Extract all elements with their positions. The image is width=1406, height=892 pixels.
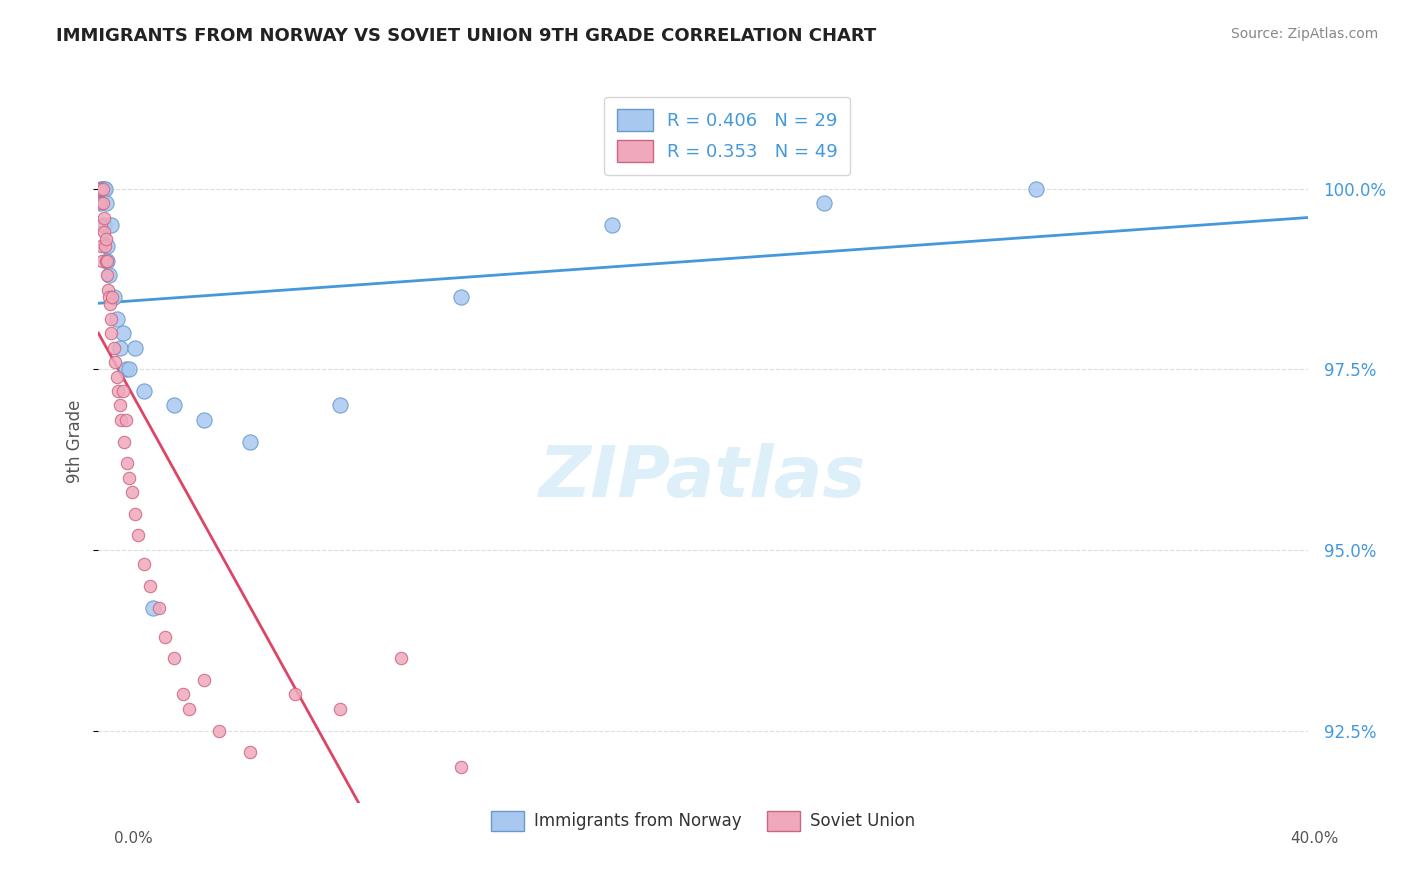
Point [110, 413, 132, 427]
Text: Source: ZipAtlas.com: Source: ZipAtlas.com [1230, 27, 1378, 41]
Point [97, 283, 120, 297]
Point [239, 434, 262, 449]
Point [90, 182, 112, 196]
Point [101, 290, 124, 304]
Point [89, 196, 111, 211]
Point [193, 413, 215, 427]
Point [193, 673, 215, 687]
Point [153, 630, 176, 644]
Point [100, 326, 122, 341]
Point [148, 600, 170, 615]
Point [94, 253, 117, 268]
Text: 40.0%: 40.0% [1291, 831, 1339, 846]
Point [93, 211, 115, 225]
Point [108, 398, 131, 412]
Point [98, 290, 121, 304]
Point [103, 341, 125, 355]
Point [105, 311, 128, 326]
Point [208, 723, 231, 738]
Point [118, 471, 141, 485]
Point [1024, 182, 1046, 196]
Point [105, 369, 128, 384]
Point [121, 485, 143, 500]
Legend: Immigrants from Norway, Soviet Union: Immigrants from Norway, Soviet Union [484, 805, 922, 838]
Point [114, 413, 136, 427]
Point [87, 182, 110, 196]
Point [142, 600, 165, 615]
Point [329, 398, 352, 412]
Point [94, 196, 117, 211]
Point [96, 268, 118, 283]
Point [91, 182, 114, 196]
Point [163, 398, 186, 412]
Point [93, 182, 115, 196]
Point [91, 196, 114, 211]
Point [127, 528, 149, 542]
Point [98, 297, 121, 311]
Point [96, 232, 118, 246]
Point [114, 362, 136, 376]
Text: 0.0%: 0.0% [114, 831, 153, 846]
Point [284, 688, 307, 702]
Point [118, 362, 141, 376]
Point [124, 507, 146, 521]
Point [94, 182, 117, 196]
Point [450, 759, 472, 773]
Point [115, 456, 138, 470]
Point [111, 384, 134, 398]
Point [179, 702, 201, 716]
Point [111, 326, 134, 341]
Point [132, 558, 155, 572]
Point [239, 745, 262, 759]
Point [90, 218, 112, 232]
Point [172, 688, 194, 702]
Point [89, 196, 111, 211]
Point [602, 218, 624, 232]
Point [100, 311, 122, 326]
Point [112, 434, 135, 449]
Point [139, 579, 162, 593]
Point [93, 218, 115, 232]
Point [96, 239, 118, 253]
Point [104, 355, 127, 369]
Text: IMMIGRANTS FROM NORWAY VS SOVIET UNION 9TH GRADE CORRELATION CHART: IMMIGRANTS FROM NORWAY VS SOVIET UNION 9… [56, 27, 876, 45]
Point [450, 290, 472, 304]
Y-axis label: 9th Grade: 9th Grade [66, 400, 84, 483]
Point [389, 651, 412, 665]
Point [108, 341, 131, 355]
Point [89, 182, 111, 196]
Point [124, 341, 146, 355]
Point [91, 253, 114, 268]
Point [813, 196, 835, 211]
Point [329, 702, 352, 716]
Point [132, 384, 155, 398]
Point [100, 218, 122, 232]
Point [163, 651, 186, 665]
Point [94, 239, 117, 253]
Point [91, 182, 114, 196]
Point [98, 268, 121, 283]
Point [107, 384, 129, 398]
Point [103, 290, 125, 304]
Point [96, 253, 118, 268]
Text: ZIPatlas: ZIPatlas [540, 443, 866, 512]
Point [90, 239, 112, 253]
Point [96, 253, 118, 268]
Point [91, 182, 114, 196]
Point [93, 225, 115, 239]
